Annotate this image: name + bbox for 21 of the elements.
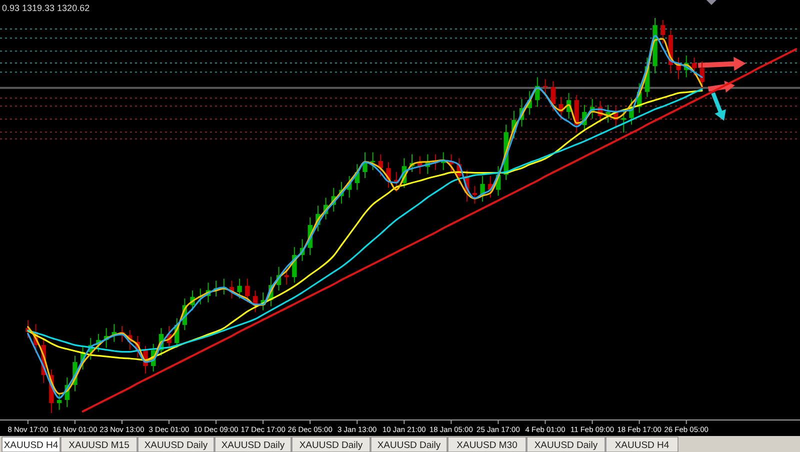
text: XAUUSD Daily [144, 440, 208, 451]
candlestick [550, 80, 556, 112]
candlestick [284, 268, 289, 286]
text: XAUUSD Daily [299, 440, 363, 451]
candlestick [362, 152, 368, 178]
text: XAUUSD Daily [377, 440, 441, 451]
candlestick [472, 185, 478, 204]
text: XAUUSD M30 [456, 440, 518, 451]
candlestick [237, 278, 242, 299]
candlestick [692, 57, 697, 76]
candlestick [700, 60, 704, 90]
text: XAUUSD Daily [534, 440, 598, 451]
text: XAUUSD M15 [68, 440, 130, 451]
text: 0.93 1319.33 1320.62 [2, 3, 90, 13]
candlestick [245, 278, 250, 303]
text: XAUUSD H4 [4, 440, 58, 451]
text: XAUUSD H4 [614, 440, 670, 451]
candlestick [621, 108, 626, 134]
candlestick [56, 392, 62, 410]
candlestick [660, 19, 666, 44]
text: XAUUSD Daily [221, 440, 285, 451]
